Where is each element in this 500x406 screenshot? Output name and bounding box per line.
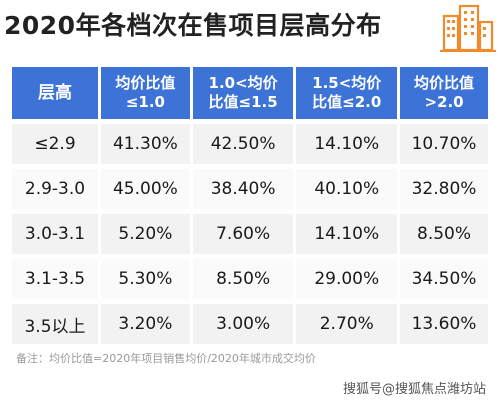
table-cell: 14.10% [296, 214, 401, 254]
header-ratio-1-1.5: 1.0<均价 比值≤1.5 [192, 67, 297, 119]
table-cell: 14.10% [296, 124, 401, 164]
table-cell: 8.50% [192, 259, 297, 299]
table-cell: 40.10% [296, 169, 401, 209]
header-ratio-le-1: 均价比值 ≤1.0 [101, 67, 193, 119]
row-label: 2.9-3.0 [12, 169, 101, 209]
header-line: 1.5<均价 [312, 74, 382, 92]
header-line: 均价比值 [115, 74, 176, 92]
header-floor-height: 层高 [12, 67, 101, 119]
table-cell: 3.20% [101, 304, 193, 344]
table-cell: 2.70% [296, 304, 401, 344]
table-row: 2.9-3.0 45.00% 38.40% 40.10% 32.80% [12, 169, 488, 209]
header-line: 均价比值 [414, 74, 475, 92]
data-table: 层高 均价比值 ≤1.0 1.0<均价 比值≤1.5 1.5<均价 比值≤2.0… [12, 62, 488, 349]
table-header-row: 层高 均价比值 ≤1.0 1.0<均价 比值≤1.5 1.5<均价 比值≤2.0… [12, 67, 488, 119]
table-cell: 3.00% [192, 304, 297, 344]
table-row: 3.5以上 3.20% 3.00% 2.70% 13.60% [12, 304, 488, 344]
table-row: 3.0-3.1 5.20% 7.60% 14.10% 8.50% [12, 214, 488, 254]
header-line: 比值≤1.5 [208, 93, 278, 111]
row-label: 3.0-3.1 [12, 214, 101, 254]
table-cell: 34.50% [400, 259, 488, 299]
table-cell: 13.60% [400, 304, 488, 344]
table-cell: 7.60% [192, 214, 297, 254]
table-cell: 32.80% [400, 169, 488, 209]
watermark: 搜狐号@搜狐焦点潍坊站 [342, 382, 486, 397]
row-label: ≤2.9 [12, 124, 101, 164]
table-cell: 10.70% [400, 124, 488, 164]
row-label: 3.1-3.5 [12, 259, 101, 299]
header-line: 比值≤2.0 [312, 93, 382, 111]
header-line: >2.0 [424, 93, 464, 111]
table-cell: 5.30% [101, 259, 193, 299]
row-label: 3.5以上 [12, 304, 101, 344]
table-cell: 8.50% [400, 214, 488, 254]
table-cell: 29.00% [296, 259, 401, 299]
building-icon [440, 4, 496, 52]
table-row: 3.1-3.5 5.30% 8.50% 29.00% 34.50% [12, 259, 488, 299]
table-cell: 42.50% [192, 124, 297, 164]
header-ratio-gt-2: 均价比值 >2.0 [400, 67, 488, 119]
footnote: 备注：均价比值=2020年项目销售均价/2020年城市成交均价 [16, 352, 316, 365]
table-cell: 45.00% [101, 169, 193, 209]
page-title: 2020年各档次在售项目层高分布 [4, 11, 382, 40]
table-row: ≤2.9 41.30% 42.50% 14.10% 10.70% [12, 124, 488, 164]
table-cell: 38.40% [192, 169, 297, 209]
table-cell: 41.30% [101, 124, 193, 164]
table-cell: 5.20% [101, 214, 193, 254]
header-line: 1.0<均价 [208, 74, 278, 92]
header-line: ≤1.0 [125, 93, 165, 111]
header-ratio-1.5-2: 1.5<均价 比值≤2.0 [296, 67, 401, 119]
